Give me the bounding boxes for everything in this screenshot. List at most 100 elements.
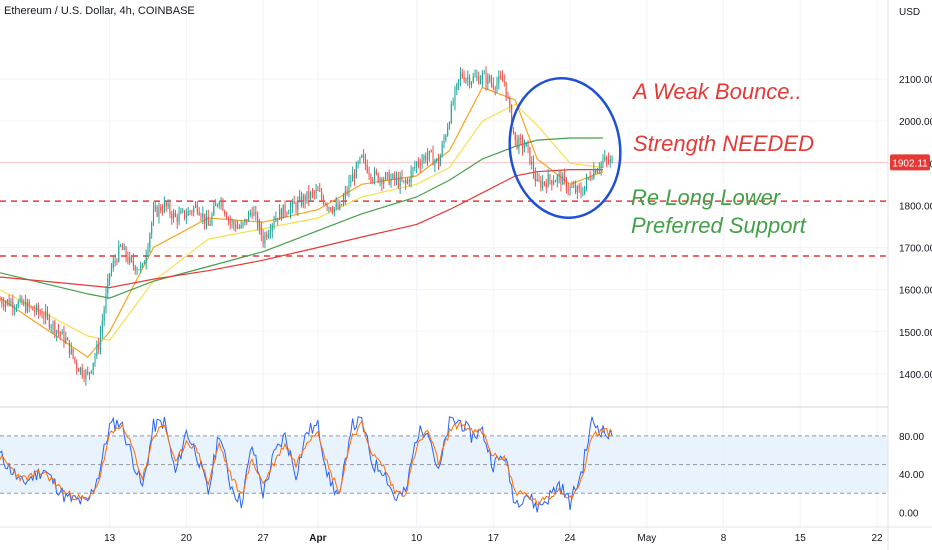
candle-body <box>469 77 471 85</box>
candle-body <box>26 302 28 312</box>
candle-body <box>247 213 250 222</box>
candle-body <box>211 214 213 224</box>
candle-body <box>74 357 76 362</box>
candle-body <box>165 201 167 207</box>
candle-body <box>472 76 474 83</box>
candle-body <box>582 193 584 195</box>
candle-body <box>158 206 160 217</box>
candle-body <box>395 177 398 180</box>
candle-body <box>109 273 111 279</box>
candle-body <box>366 165 368 173</box>
annotation-strength-needed: Strength NEEDED <box>633 131 814 156</box>
candle-body <box>275 217 277 222</box>
candle-body <box>233 221 235 225</box>
price-tick-label: 1600.00 <box>899 286 932 297</box>
candle-body <box>0 300 1 302</box>
candle-body <box>330 207 332 211</box>
candle-body <box>21 297 23 304</box>
candle-body <box>344 191 346 199</box>
candle-body <box>326 204 328 208</box>
moving-averages <box>0 86 604 358</box>
candle-body <box>264 234 266 244</box>
candle-body <box>381 178 383 184</box>
candle-body <box>273 221 275 225</box>
time-axis[interactable]: 13 20 27 Apr 10 17 24 May 8 15 22 <box>104 533 883 544</box>
candle-body <box>490 81 493 84</box>
candle-body <box>467 77 469 79</box>
candle-body <box>406 179 409 184</box>
candle-body <box>14 307 16 309</box>
candle-body <box>458 79 460 84</box>
candle-body <box>375 171 377 174</box>
candle-body <box>6 299 8 303</box>
candle-body <box>425 156 427 161</box>
time-tick-label: 10 <box>411 533 423 544</box>
candle-body <box>207 216 209 226</box>
candle-body <box>260 224 262 236</box>
moving-average-line <box>0 169 603 289</box>
candle-body <box>496 82 498 89</box>
candle-body <box>182 210 184 212</box>
candle-body <box>258 224 261 228</box>
candle-body <box>306 191 308 202</box>
candle-body <box>147 247 149 256</box>
candle-body <box>174 212 176 217</box>
candle-body <box>443 139 445 145</box>
candle-body <box>107 278 109 294</box>
candle-body <box>410 171 412 182</box>
candle-body <box>564 175 566 179</box>
time-tick-label: Apr <box>309 533 326 544</box>
candle-body <box>421 160 423 166</box>
candle-body <box>487 75 489 85</box>
candle-body <box>584 185 586 194</box>
candle-body <box>470 82 472 85</box>
candle-body <box>101 321 103 333</box>
stoch-k-line <box>0 416 613 513</box>
candle-body <box>34 310 36 312</box>
candle-body <box>149 234 151 248</box>
candle-body <box>587 177 589 179</box>
candle-body <box>474 76 476 78</box>
candle-body <box>328 207 330 209</box>
candle-body <box>562 175 564 185</box>
candle-body <box>377 173 379 182</box>
candle-body <box>79 367 81 372</box>
candle-body <box>357 162 359 164</box>
current-price-value: 1902.11 <box>892 158 928 169</box>
candle-body <box>461 72 463 78</box>
candle-body <box>432 151 434 166</box>
candle-body <box>447 127 449 136</box>
candle-body <box>3 303 5 307</box>
candle-body <box>286 213 288 215</box>
candle-body <box>560 174 562 185</box>
candle-body <box>216 204 218 206</box>
candle-body <box>70 348 72 354</box>
candle-body <box>556 176 558 182</box>
candle-body <box>289 206 292 214</box>
candle-body <box>372 179 374 181</box>
annotation-preferred-support: Preferred Support <box>631 213 807 238</box>
time-tick-label: 17 <box>488 533 500 544</box>
candle-body <box>96 344 98 356</box>
current-price-tag: 1902.11 <box>890 154 930 171</box>
candle-body <box>229 219 231 223</box>
candle-body <box>127 257 129 263</box>
candle-body <box>364 157 366 166</box>
candle-body <box>202 213 204 218</box>
candle-body <box>520 137 522 140</box>
candle-body <box>529 147 531 165</box>
candle-body <box>522 139 524 149</box>
candle-body <box>501 77 504 82</box>
candle-body <box>220 200 222 203</box>
candle-body <box>335 203 337 208</box>
candle-body <box>269 231 271 234</box>
chart-title: Ethereum / U.S. Dollar, 4h, COINBASE <box>4 5 195 17</box>
oscillator-axis[interactable]: 80.00 40.00 0.00 <box>899 432 924 520</box>
candle-body <box>538 179 540 181</box>
candle-body <box>571 186 573 188</box>
candle-body <box>90 370 92 373</box>
candle-body <box>17 301 19 308</box>
candle-body <box>607 159 609 163</box>
candle-body <box>242 222 244 226</box>
